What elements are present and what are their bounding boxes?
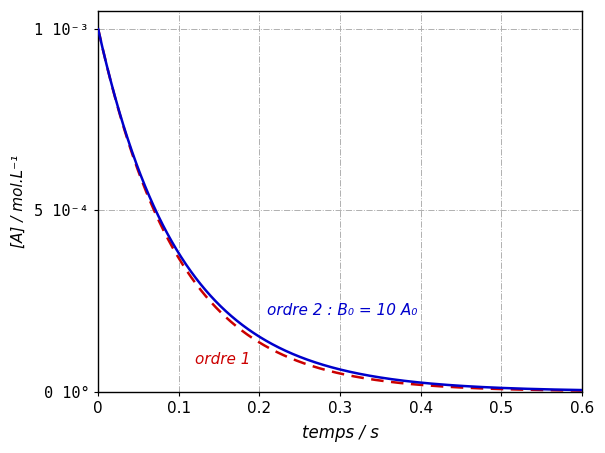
- Text: ordre 1: ordre 1: [195, 352, 250, 367]
- X-axis label: temps / s: temps / s: [301, 424, 379, 442]
- Text: ordre 2 : B₀ = 10 A₀: ordre 2 : B₀ = 10 A₀: [267, 304, 418, 318]
- Y-axis label: [A] / mol.L⁻¹: [A] / mol.L⁻¹: [11, 154, 26, 248]
